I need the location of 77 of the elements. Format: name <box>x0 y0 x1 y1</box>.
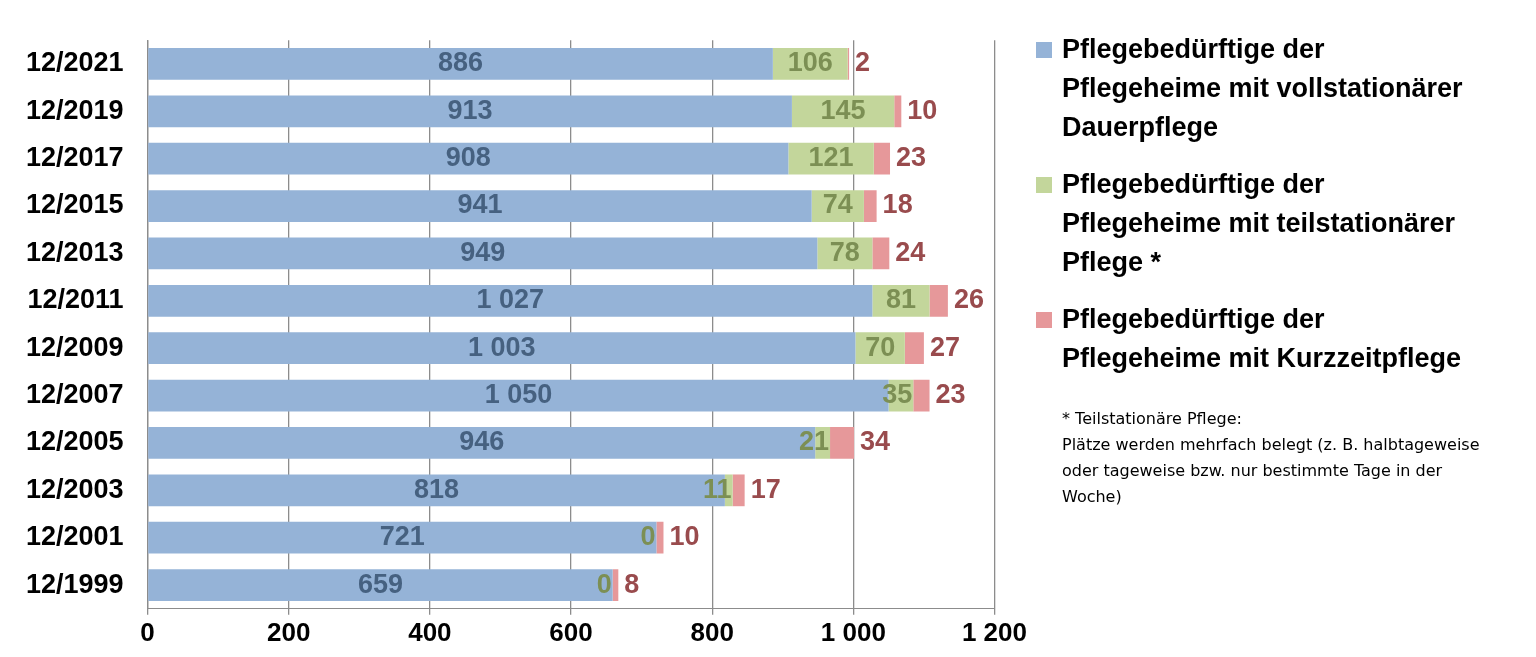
data-label: 34 <box>860 426 891 457</box>
data-label: 721 <box>379 521 425 552</box>
legend-label: Pflegebedürftige der Pflegeheime mit vollstationärer Dauerpflege <box>1062 33 1464 144</box>
data-label: 78 <box>829 236 860 267</box>
data-label: 81 <box>885 284 916 315</box>
y-tick-label: 12/1999 <box>25 568 124 599</box>
bar <box>863 190 877 222</box>
legend-label: Pflegebedürftige der Pflegeheime mit teilstationärer Pflege * <box>1062 168 1457 279</box>
data-label: 908 <box>445 142 491 173</box>
data-label: 659 <box>357 568 403 599</box>
data-label: 121 <box>808 142 854 173</box>
y-tick-label: 12/2005 <box>25 426 124 457</box>
x-tick-label: 0 <box>140 616 155 647</box>
data-label: 1 050 <box>484 379 553 410</box>
data-label: 949 <box>460 236 506 267</box>
data-label: 0 <box>640 521 656 552</box>
text: * Teilstationäre Pflege: Plätze werden mehrfach belegt (z. B. halbtageweise oder tageweise bzw. nur bestimmte Tage in der Woche) <box>1061 408 1481 508</box>
data-label: 74 <box>822 189 853 220</box>
bar <box>732 474 745 507</box>
data-label: 145 <box>820 94 866 125</box>
bar <box>148 237 818 270</box>
y-tick-label: 12/2017 <box>25 142 124 173</box>
bar <box>929 284 948 317</box>
x-tick-label: 1 200 <box>961 616 1028 647</box>
y-tick-label: 12/2021 <box>25 47 124 78</box>
y-tick-label: 12/2013 <box>25 236 124 267</box>
data-label: 23 <box>896 142 927 173</box>
x-tick-label: 200 <box>267 616 311 647</box>
y-tick-label: 12/2019 <box>25 94 124 125</box>
x-tick-label: 400 <box>408 616 452 647</box>
data-label: 2 <box>855 47 871 78</box>
y-tick-label: 12/2007 <box>25 379 124 410</box>
y-tick-label: 12/2009 <box>25 331 124 362</box>
data-label: 11 <box>703 473 732 504</box>
bar <box>913 379 930 412</box>
bar <box>830 427 855 459</box>
bar <box>148 48 773 80</box>
y-tick-label: 12/2003 <box>25 473 124 504</box>
bar <box>148 332 856 365</box>
data-label: 818 <box>414 473 460 504</box>
bar <box>148 521 657 554</box>
y-tick-label: 12/2011 <box>27 284 124 315</box>
bar <box>148 190 812 222</box>
bar <box>148 142 789 175</box>
data-label: 10 <box>669 521 700 552</box>
y-tick-label: 12/2001 <box>25 521 124 552</box>
data-label: 21 <box>798 426 830 457</box>
data-label: 946 <box>459 426 505 457</box>
y-tick-label: 12/2015 <box>25 189 124 220</box>
data-label: 17 <box>750 473 781 504</box>
data-label: 1 003 <box>468 331 536 362</box>
data-label: 0 <box>596 568 612 599</box>
data-label: 27 <box>929 331 960 362</box>
bar <box>873 142 891 175</box>
bar <box>894 95 902 128</box>
data-label: 24 <box>895 236 926 267</box>
data-label: 1 027 <box>476 284 545 315</box>
legend-label: Pflegebedürftige der Pflegeheime mit Kurzzeitpflege <box>1062 303 1463 375</box>
data-label: 886 <box>438 47 484 78</box>
x-tick-label: 800 <box>690 616 734 647</box>
x-tick-label: 600 <box>549 616 593 647</box>
bar <box>148 569 613 601</box>
data-label: 23 <box>935 379 966 410</box>
data-label: 941 <box>457 189 503 220</box>
bar <box>148 284 873 317</box>
x-tick-label: 1 000 <box>820 616 886 647</box>
bar <box>656 521 664 554</box>
data-label: 106 <box>787 47 833 78</box>
data-label: 913 <box>447 94 493 125</box>
data-label: 18 <box>882 189 913 220</box>
bar <box>872 237 890 270</box>
data-label: 8 <box>624 568 640 599</box>
data-label: 10 <box>907 94 938 125</box>
bar <box>148 95 792 128</box>
data-label: 70 <box>865 331 896 362</box>
data-label: 26 <box>953 284 984 315</box>
bar <box>904 332 924 365</box>
